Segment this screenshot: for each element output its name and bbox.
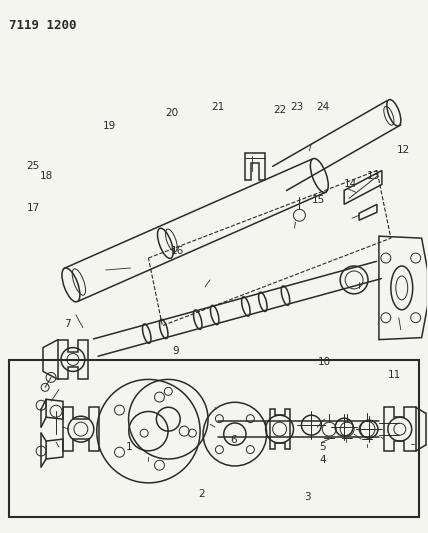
Text: 4: 4 bbox=[319, 455, 326, 465]
Text: 6: 6 bbox=[230, 435, 236, 446]
Text: 20: 20 bbox=[165, 108, 178, 118]
Text: 10: 10 bbox=[318, 357, 331, 367]
Text: 9: 9 bbox=[172, 346, 179, 357]
Bar bbox=[9, 360, 419, 516]
Text: 23: 23 bbox=[290, 102, 303, 112]
Text: 14: 14 bbox=[343, 179, 357, 189]
Text: 2: 2 bbox=[198, 489, 205, 499]
Text: 19: 19 bbox=[103, 121, 116, 131]
Text: 1: 1 bbox=[126, 442, 132, 452]
Text: 17: 17 bbox=[27, 203, 40, 213]
Text: 15: 15 bbox=[312, 195, 325, 205]
Text: 12: 12 bbox=[397, 145, 410, 155]
Text: 3: 3 bbox=[304, 492, 311, 502]
Text: 21: 21 bbox=[211, 102, 225, 112]
Text: 25: 25 bbox=[26, 161, 39, 171]
Text: 11: 11 bbox=[388, 370, 401, 380]
Text: 16: 16 bbox=[171, 246, 184, 256]
Text: 13: 13 bbox=[367, 172, 380, 181]
Text: 22: 22 bbox=[273, 105, 286, 115]
Text: 18: 18 bbox=[39, 172, 53, 181]
Text: 24: 24 bbox=[316, 102, 329, 112]
Text: 5: 5 bbox=[319, 442, 326, 452]
Text: 7: 7 bbox=[64, 319, 71, 329]
Text: 7119 1200: 7119 1200 bbox=[9, 19, 77, 33]
